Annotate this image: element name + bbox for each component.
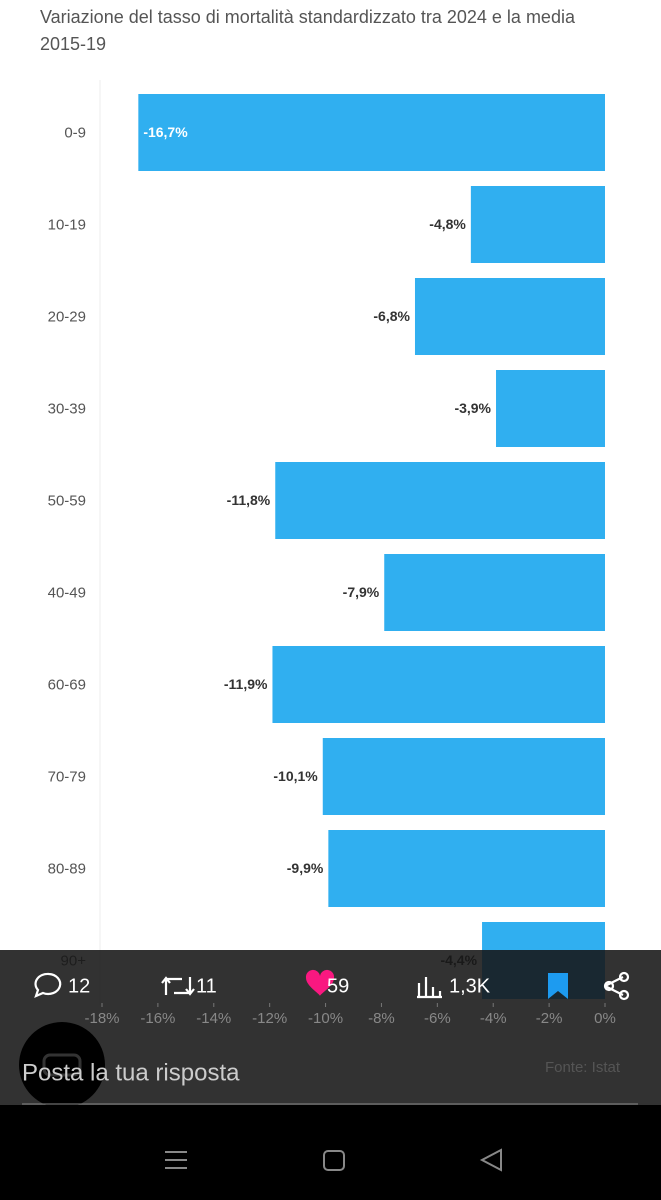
value-label: -16,7% [143,124,188,140]
y-tick-label: 50-59 [48,492,86,509]
value-label: -6,8% [373,308,410,324]
views-icon[interactable] [417,977,442,999]
chart-title: Variazione del tasso di mortalità standa… [40,7,575,54]
retweet-count: 11 [196,975,217,997]
retweet-icon[interactable] [161,976,195,996]
x-tick-label: -2% [536,1010,563,1027]
value-label: -4,8% [429,216,466,232]
bookmark-icon[interactable] [548,973,568,999]
bar [272,646,605,723]
x-tick-label: -10% [308,1010,343,1027]
y-tick-label: 10-19 [48,216,86,233]
value-label: -9,9% [287,860,324,876]
x-tick-label: -12% [252,1010,287,1027]
value-label: -11,9% [224,676,268,692]
value-label: -7,9% [343,584,380,600]
x-tick-label: -8% [368,1010,395,1027]
bar [384,554,605,631]
x-tick-label: -16% [140,1010,175,1027]
y-tick-label: 0-9 [64,124,86,141]
reply-input[interactable]: Posta la tua risposta [22,1059,240,1086]
reply-count: 12 [68,975,90,997]
bar [414,278,605,355]
bar [496,370,605,447]
value-label: -3,9% [454,400,491,416]
x-tick-label: 0% [594,1010,616,1027]
nav-home[interactable] [323,1150,345,1171]
bar [328,830,605,907]
view-count: 1,3K [449,975,491,997]
y-tick-label: 40-49 [48,584,86,601]
nav-menu[interactable] [165,1151,187,1169]
y-tick-label: 70-79 [48,768,86,785]
value-label: -11,8% [227,492,271,508]
y-tick-label: 60-69 [48,676,86,693]
bar [138,94,606,171]
y-tick-label: 20-29 [48,308,86,325]
y-tick-label: 30-39 [48,400,86,417]
x-tick-label: -6% [424,1010,451,1027]
nav-bar [0,1105,661,1200]
like-icon[interactable] [305,969,335,996]
x-tick-label: -18% [84,1010,119,1027]
toolbar-icons [34,971,630,1001]
nav-icons [165,1148,502,1172]
bar [470,186,605,263]
nav-back[interactable] [479,1148,502,1172]
like-count: 59 [327,975,349,997]
source: Fonte: Istat [545,1059,621,1076]
value-label: -10,1% [273,768,318,784]
x-tick-label: -4% [480,1010,507,1027]
bar [322,738,605,815]
x-tick-label: -14% [196,1010,231,1027]
avatar-glyph [42,1053,82,1077]
y-tick-label: 80-89 [48,860,86,877]
bar [275,462,605,539]
reply-icon[interactable] [34,972,62,998]
avatar[interactable] [19,1022,105,1108]
